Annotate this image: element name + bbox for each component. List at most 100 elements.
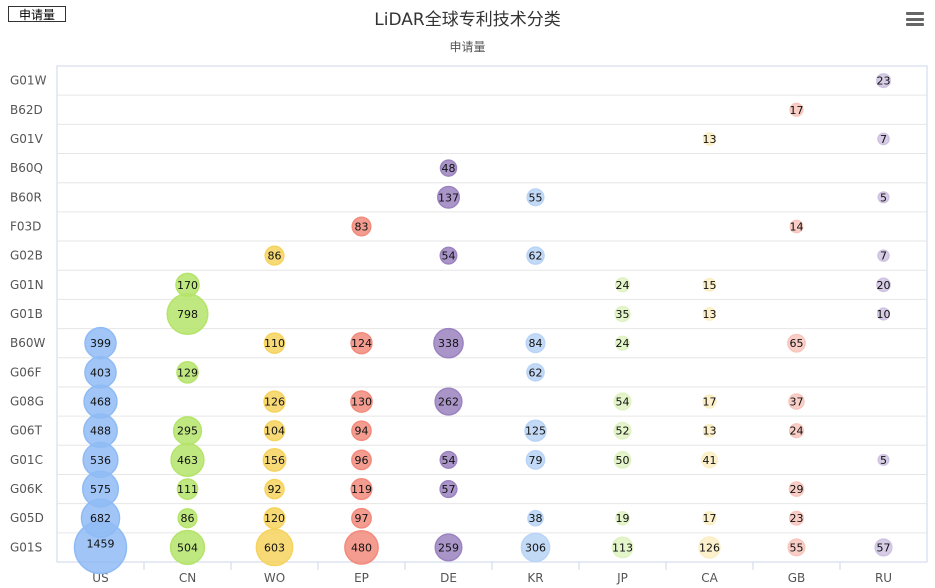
bubble-point[interactable]: 399 bbox=[84, 326, 117, 360]
bubble-circle[interactable] bbox=[263, 332, 286, 354]
bubble-point[interactable]: 23 bbox=[788, 510, 805, 526]
bubble-point[interactable]: 55 bbox=[787, 538, 806, 557]
bubble-circle[interactable] bbox=[702, 394, 717, 409]
bubble-circle[interactable] bbox=[877, 132, 890, 146]
bubble-point[interactable]: 65 bbox=[787, 333, 806, 353]
bubble-point[interactable]: 504 bbox=[169, 529, 206, 566]
bubble-point[interactable]: 403 bbox=[84, 356, 117, 389]
bubble-point[interactable]: 54 bbox=[439, 246, 458, 265]
bubble-point[interactable]: 62 bbox=[526, 363, 545, 382]
bubble-circle[interactable] bbox=[875, 73, 892, 89]
bubble-circle[interactable] bbox=[434, 387, 463, 416]
bubble-point[interactable]: 17 bbox=[789, 102, 804, 117]
bubble-point[interactable]: 62 bbox=[526, 246, 545, 265]
bubble-circle[interactable] bbox=[434, 533, 463, 562]
bubble-point[interactable]: 126 bbox=[698, 536, 721, 559]
bubble-circle[interactable] bbox=[614, 335, 631, 351]
bubble-point[interactable]: 5 bbox=[877, 191, 890, 204]
bubble-point[interactable]: 13 bbox=[702, 132, 717, 146]
bubble-point[interactable]: 38 bbox=[527, 509, 544, 527]
bubble-point[interactable]: 463 bbox=[170, 442, 205, 478]
bubble-point[interactable]: 259 bbox=[434, 533, 463, 562]
bubble-point[interactable]: 129 bbox=[176, 361, 199, 384]
bubble-point[interactable]: 682 bbox=[80, 498, 121, 539]
bubble-point[interactable]: 37 bbox=[788, 393, 805, 410]
bubble-circle[interactable] bbox=[263, 420, 286, 442]
bubble-point[interactable]: 156 bbox=[262, 447, 287, 472]
bubble-point[interactable]: 111 bbox=[176, 478, 199, 500]
bubble-circle[interactable] bbox=[520, 532, 551, 563]
bubble-circle[interactable] bbox=[613, 451, 632, 469]
bubble-circle[interactable] bbox=[524, 419, 547, 442]
bubble-point[interactable]: 41 bbox=[701, 451, 718, 469]
bubble-circle[interactable] bbox=[264, 478, 285, 500]
bubble-point[interactable]: 480 bbox=[344, 530, 379, 565]
bubble-circle[interactable] bbox=[169, 529, 206, 566]
bubble-point[interactable]: 24 bbox=[614, 277, 631, 293]
bubble-point[interactable]: 19 bbox=[615, 510, 630, 526]
bubble-point[interactable]: 55 bbox=[526, 188, 545, 207]
bubble-point[interactable]: 54 bbox=[439, 450, 458, 469]
bubble-point[interactable]: 79 bbox=[525, 450, 546, 470]
bubble-point[interactable]: 14 bbox=[790, 219, 804, 233]
bubble-circle[interactable] bbox=[527, 509, 544, 527]
bubble-point[interactable]: 120 bbox=[263, 507, 286, 530]
bubble-point[interactable]: 97 bbox=[351, 507, 372, 529]
bubble-circle[interactable] bbox=[525, 333, 546, 354]
bubble-circle[interactable] bbox=[788, 481, 805, 497]
bubble-point[interactable]: 24 bbox=[614, 335, 631, 351]
bubble-circle[interactable] bbox=[439, 159, 458, 177]
bubble-circle[interactable] bbox=[526, 188, 545, 207]
bubble-circle[interactable] bbox=[172, 416, 203, 446]
bubble-circle[interactable] bbox=[526, 246, 545, 265]
bubble-circle[interactable] bbox=[439, 479, 458, 499]
bubble-point[interactable]: 7 bbox=[877, 132, 890, 146]
bubble-circle[interactable] bbox=[344, 530, 379, 565]
bubble-point[interactable]: 52 bbox=[613, 421, 632, 440]
bubble-point[interactable]: 96 bbox=[351, 449, 372, 471]
bubble-point[interactable]: 10 bbox=[877, 307, 891, 321]
bubble-circle[interactable] bbox=[788, 510, 805, 526]
bubble-circle[interactable] bbox=[877, 453, 890, 466]
bubble-point[interactable]: 29 bbox=[788, 481, 805, 497]
bubble-point[interactable]: 7 bbox=[877, 249, 890, 263]
bubble-circle[interactable] bbox=[787, 333, 806, 353]
bubble-circle[interactable] bbox=[176, 478, 199, 500]
bubble-circle[interactable] bbox=[702, 132, 717, 146]
bubble-point[interactable]: 15 bbox=[702, 277, 717, 292]
bubble-point[interactable]: 50 bbox=[613, 451, 632, 469]
bubble-circle[interactable] bbox=[84, 326, 117, 360]
bubble-circle[interactable] bbox=[877, 191, 890, 204]
bubble-circle[interactable] bbox=[525, 450, 546, 470]
bubble-point[interactable]: 17 bbox=[702, 511, 717, 526]
bubble-point[interactable]: 170 bbox=[175, 272, 200, 298]
bubble-point[interactable]: 126 bbox=[263, 390, 286, 413]
bubble-point[interactable]: 24 bbox=[788, 423, 805, 439]
bubble-circle[interactable] bbox=[175, 272, 200, 298]
bubble-circle[interactable] bbox=[176, 361, 199, 384]
bubble-point[interactable]: 468 bbox=[83, 384, 118, 419]
bubble-point[interactable]: 92 bbox=[264, 478, 285, 500]
bubble-circle[interactable] bbox=[351, 507, 372, 529]
bubble-point[interactable]: 23 bbox=[875, 73, 892, 89]
bubble-circle[interactable] bbox=[698, 536, 721, 559]
bubble-circle[interactable] bbox=[351, 449, 372, 471]
bubble-circle[interactable] bbox=[350, 390, 373, 413]
bubble-circle[interactable] bbox=[701, 451, 718, 469]
bubble-circle[interactable] bbox=[614, 305, 631, 323]
bubble-circle[interactable] bbox=[439, 450, 458, 469]
bubble-point[interactable]: 83 bbox=[351, 216, 372, 237]
bubble-point[interactable]: 536 bbox=[82, 441, 119, 478]
bubble-point[interactable]: 338 bbox=[433, 327, 464, 359]
bubble-circle[interactable] bbox=[702, 277, 717, 292]
bubble-circle[interactable] bbox=[877, 249, 890, 262]
bubble-circle[interactable] bbox=[263, 390, 286, 413]
bubble-circle[interactable] bbox=[262, 447, 287, 472]
hamburger-menu-icon[interactable] bbox=[906, 12, 924, 26]
bubble-circle[interactable] bbox=[789, 102, 804, 117]
bubble-point[interactable]: 104 bbox=[263, 420, 286, 442]
bubble-point[interactable]: 130 bbox=[350, 390, 373, 413]
bubble-circle[interactable] bbox=[351, 216, 372, 237]
bubble-point[interactable]: 295 bbox=[172, 416, 203, 446]
bubble-circle[interactable] bbox=[876, 277, 891, 293]
